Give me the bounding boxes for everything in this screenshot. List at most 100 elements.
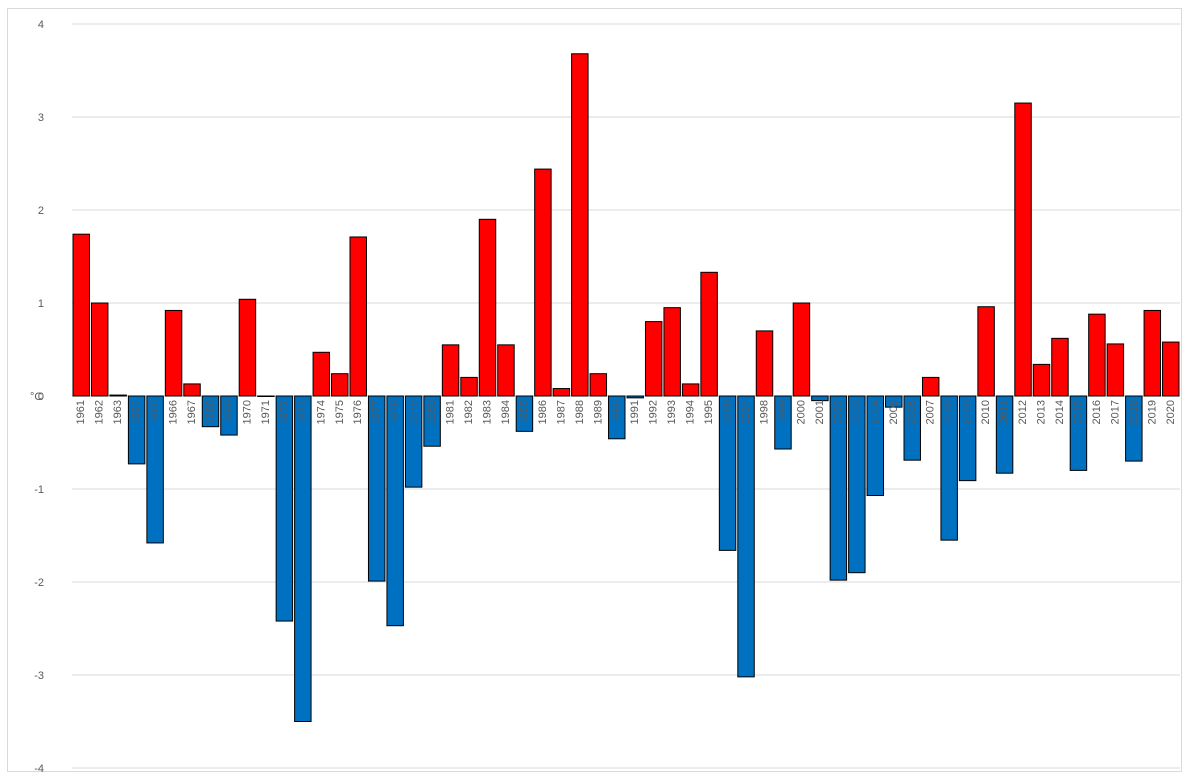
bar-1976 bbox=[349, 236, 367, 397]
x-tick-label: 1978 bbox=[389, 400, 401, 424]
bar-2014 bbox=[1051, 337, 1069, 397]
bar-1974 bbox=[312, 351, 331, 397]
x-tick-label: 2003 bbox=[851, 400, 863, 424]
y-tick-label: 0 bbox=[38, 391, 44, 403]
y-tick-label: 2 bbox=[38, 205, 44, 217]
bar-1996 bbox=[718, 395, 737, 551]
y-axis-ticks: 4 3 2 1 0 -1 -2 -3 -4 bbox=[34, 19, 44, 775]
y-axis-unit-label: °C bbox=[30, 391, 42, 403]
x-tick-label: 2017 bbox=[1109, 400, 1121, 424]
bar-1983 bbox=[478, 218, 497, 397]
bar-1995 bbox=[700, 271, 718, 397]
bar-1975 bbox=[331, 373, 349, 397]
bar-1998 bbox=[755, 330, 774, 397]
bar-2006 bbox=[903, 395, 921, 461]
bar-2009 bbox=[958, 395, 977, 482]
bar-1989 bbox=[589, 373, 608, 397]
x-tick-label: 1970 bbox=[241, 400, 253, 424]
x-tick-label: 1996 bbox=[722, 400, 734, 424]
bar-1979 bbox=[404, 395, 423, 488]
x-tick-label: 1975 bbox=[334, 400, 346, 424]
bar-1999 bbox=[774, 395, 792, 450]
x-tick-label: 1962 bbox=[94, 400, 106, 424]
bar-2019 bbox=[1143, 309, 1162, 397]
x-tick-label: 2015 bbox=[1072, 400, 1084, 424]
bar-1961 bbox=[72, 233, 90, 397]
x-tick-label: 1982 bbox=[463, 400, 475, 424]
bar-1991 bbox=[626, 395, 644, 399]
bar-2005 bbox=[885, 395, 903, 408]
bar-1981 bbox=[441, 344, 460, 397]
x-tick-label: 1986 bbox=[537, 400, 549, 424]
bar-1997 bbox=[737, 395, 755, 678]
x-tick-label: 1974 bbox=[315, 400, 327, 424]
bar-1990 bbox=[608, 395, 626, 440]
bar-1968 bbox=[201, 395, 220, 428]
y-tick-label: -2 bbox=[34, 577, 44, 589]
bar-1980 bbox=[423, 395, 441, 447]
bar-1970 bbox=[238, 298, 257, 397]
x-tick-label: 1995 bbox=[703, 400, 715, 424]
y-tick-label: 3 bbox=[38, 112, 44, 124]
bar-1992 bbox=[644, 321, 663, 397]
bar-1984 bbox=[497, 344, 515, 397]
x-tick-label: 1993 bbox=[666, 400, 678, 424]
bar-1967 bbox=[183, 383, 201, 397]
bar-2007 bbox=[921, 376, 940, 397]
x-tick-label: 2013 bbox=[1036, 400, 1048, 424]
y-tick-label: 4 bbox=[38, 19, 44, 31]
bars bbox=[72, 53, 1180, 722]
x-tick-label: 2009 bbox=[962, 400, 974, 424]
bar-1966 bbox=[164, 309, 183, 397]
bar-1985 bbox=[515, 395, 534, 432]
y-tick-label: -1 bbox=[34, 484, 44, 496]
x-tick-label: 1966 bbox=[168, 400, 180, 424]
x-tick-label: 1979 bbox=[408, 400, 420, 424]
bar-1964 bbox=[127, 395, 146, 465]
x-tick-label: 1965 bbox=[149, 400, 161, 424]
bar-2001 bbox=[811, 395, 829, 402]
x-tick-label: 1983 bbox=[482, 400, 494, 424]
x-tick-label: 1971 bbox=[260, 400, 272, 424]
x-tick-label: 1980 bbox=[426, 400, 438, 424]
bar-1969 bbox=[220, 395, 238, 436]
x-tick-label: 1990 bbox=[611, 400, 623, 424]
gridlines bbox=[72, 23, 1180, 769]
bar-1994 bbox=[681, 383, 700, 397]
bar-2004 bbox=[866, 395, 885, 497]
bar-1987 bbox=[552, 388, 571, 397]
bar-2017 bbox=[1106, 343, 1125, 397]
bar-1986 bbox=[534, 168, 552, 397]
bar-1982 bbox=[460, 376, 478, 397]
bar-1988 bbox=[571, 53, 589, 397]
x-tick-label: 2016 bbox=[1091, 400, 1103, 424]
x-tick-label: 1998 bbox=[759, 400, 771, 424]
bar-2003 bbox=[848, 395, 866, 574]
x-tick-label: 1992 bbox=[648, 400, 660, 424]
bar-1978 bbox=[386, 395, 404, 627]
bar-1977 bbox=[367, 395, 386, 582]
bar-1972 bbox=[275, 395, 294, 622]
x-tick-label: 1977 bbox=[371, 400, 383, 424]
x-tick-label: 1973 bbox=[297, 400, 309, 424]
bar-2002 bbox=[829, 395, 848, 581]
x-tick-label: 2005 bbox=[888, 400, 900, 424]
x-tick-label: 1985 bbox=[518, 400, 530, 424]
x-tick-label: 1976 bbox=[352, 400, 364, 424]
x-tick-label: 1972 bbox=[278, 400, 290, 424]
bar-1965 bbox=[146, 395, 164, 544]
bar-2015 bbox=[1069, 395, 1088, 471]
bar-2011 bbox=[995, 395, 1014, 474]
x-tick-label: 1991 bbox=[629, 400, 641, 424]
y-tick-label: 1 bbox=[38, 298, 44, 310]
x-tick-label: 2018 bbox=[1128, 400, 1140, 424]
x-tick-label: 1989 bbox=[592, 400, 604, 424]
x-tick-label: 2004 bbox=[869, 400, 881, 424]
bar-2000 bbox=[792, 302, 811, 397]
x-tick-label: 2012 bbox=[1017, 400, 1029, 424]
x-tick-label: 2007 bbox=[925, 400, 937, 424]
bar-1973 bbox=[294, 395, 312, 722]
bar-2020 bbox=[1162, 341, 1180, 397]
x-tick-label: 1981 bbox=[445, 400, 457, 424]
